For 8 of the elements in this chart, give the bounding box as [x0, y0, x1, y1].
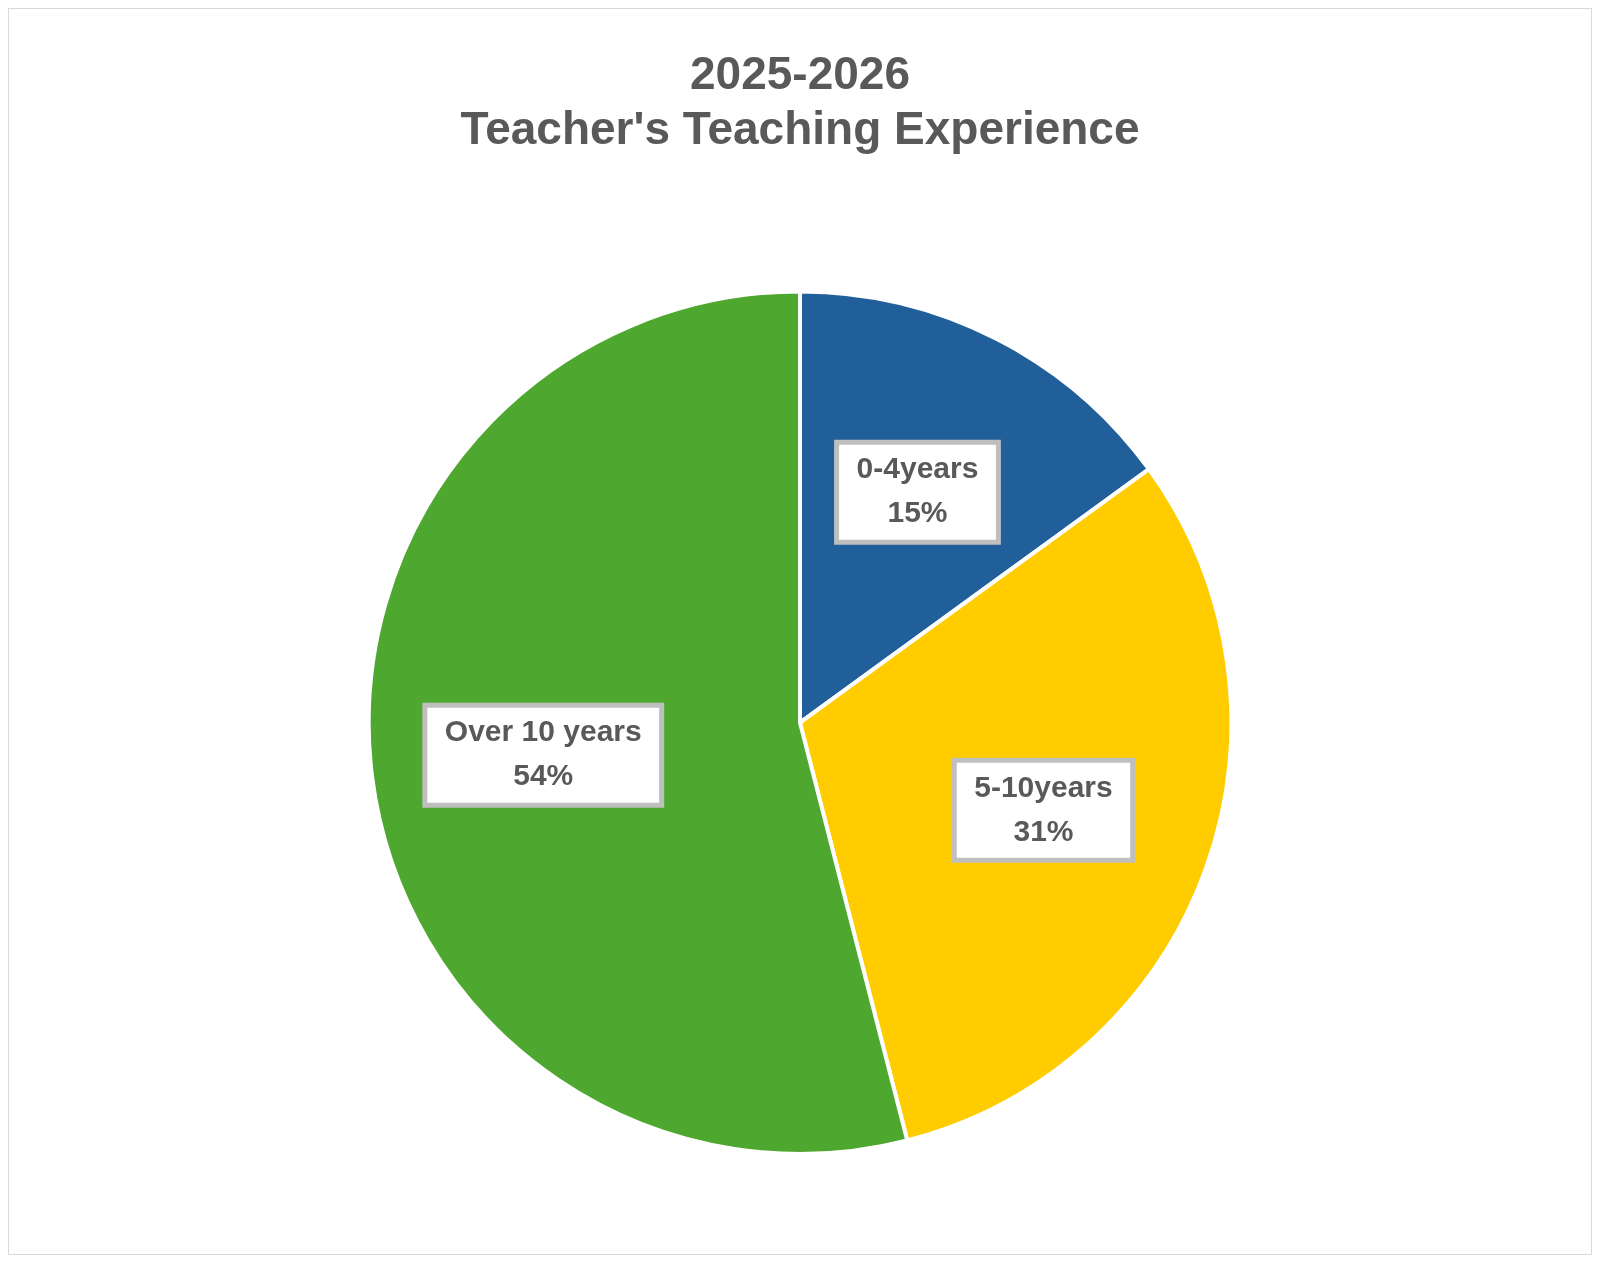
data-label: 54%	[513, 758, 574, 792]
chart-subtitle: Teacher's Teaching Experience	[460, 102, 1140, 155]
data-label: 15%	[887, 495, 948, 529]
slice-label: 5-10years	[974, 769, 1113, 803]
slice-label: 0-4years	[856, 451, 979, 485]
chart-title: 2025-2026	[690, 47, 910, 100]
slice-label: Over 10 years	[444, 714, 642, 748]
data-label: 31%	[1013, 813, 1074, 847]
